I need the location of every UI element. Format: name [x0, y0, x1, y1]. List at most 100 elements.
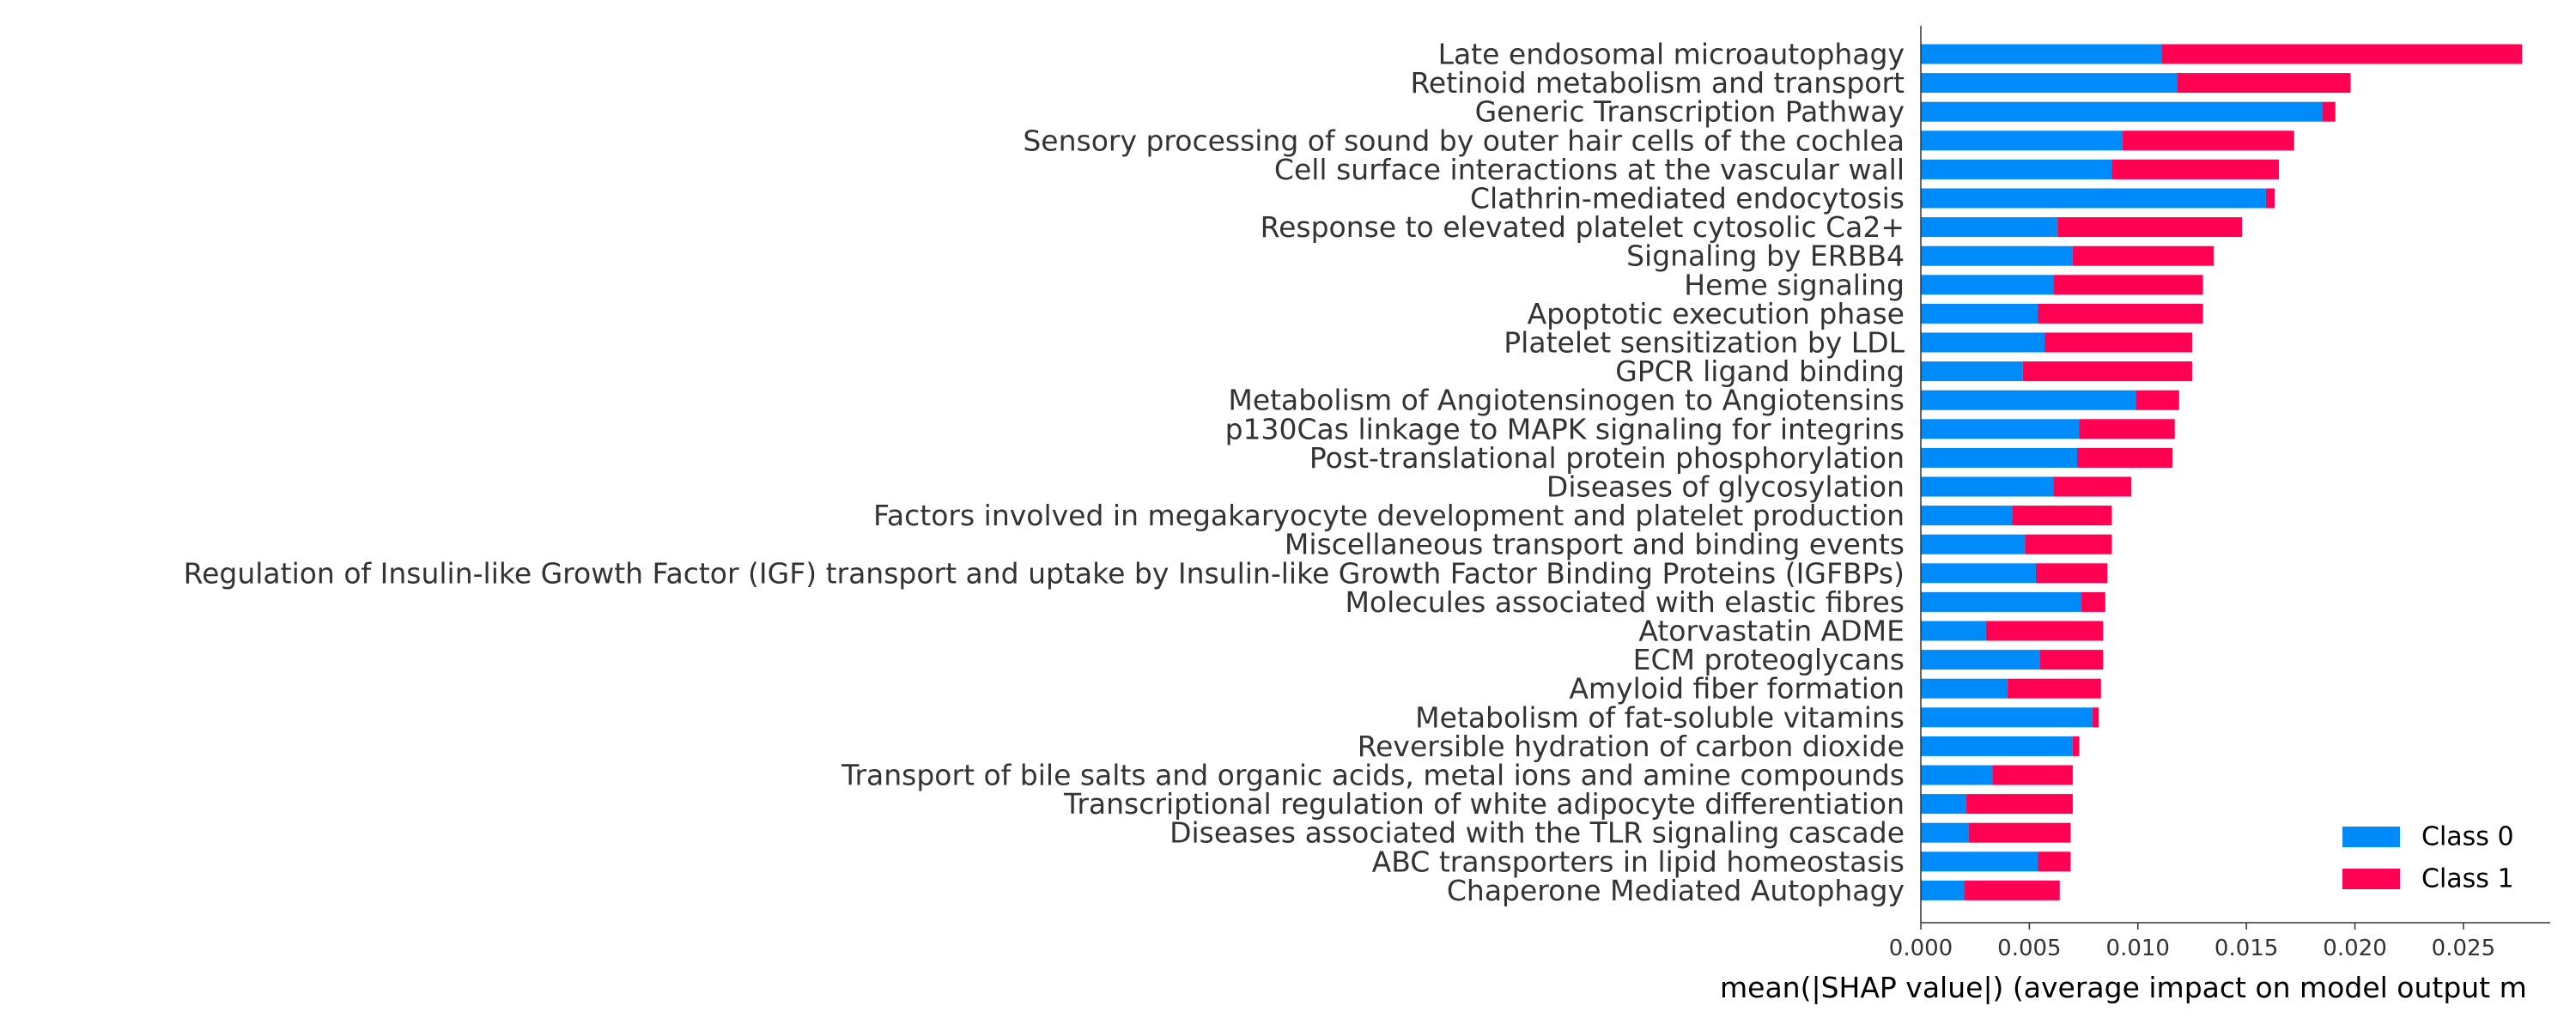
bar-segment-class-0	[1921, 303, 2038, 324]
bar-segment-class-1	[2053, 275, 2203, 295]
bar-segment-class-1	[2012, 506, 2112, 526]
x-tick-label: 0.020	[2323, 936, 2386, 961]
bar-segment-class-0	[1921, 332, 2045, 353]
bar-segment-class-1	[2040, 650, 2104, 670]
category-label: Amyloid fiber formation	[1569, 672, 1905, 706]
category-label: Retinoid metabolism and transport	[1410, 66, 1905, 100]
bar-segment-class-1	[2072, 245, 2215, 266]
bar-segment-class-1	[1992, 765, 2073, 785]
x-tick-label: 0.000	[1889, 936, 1953, 961]
category-label: Platelet sensitization by LDL	[1504, 326, 1905, 360]
category-label: Late endosomal microautophagy	[1438, 38, 1905, 71]
bar-segment-class-1	[2322, 101, 2336, 122]
bar-segment-class-0	[1921, 678, 2008, 699]
x-tick-label: 0.015	[2215, 936, 2278, 961]
bar-segment-class-0	[1921, 419, 2080, 439]
bar-segment-class-1	[2035, 563, 2108, 584]
bar-segment-class-1	[1964, 880, 2060, 900]
x-tick-label: 0.005	[1997, 936, 2061, 961]
bar-segment-class-1	[2022, 361, 2192, 382]
bar-segment-class-1	[2092, 707, 2099, 728]
bar-segment-class-0	[1921, 736, 2073, 756]
legend-label-class-1: Class 1	[2421, 864, 2514, 894]
bar-segment-class-1	[2038, 303, 2203, 324]
category-label: Generic Transcription Pathway	[1475, 95, 1905, 129]
x-axis: 0.000 0.005 0.010 0.015 0.020 0.025	[1889, 922, 2550, 961]
category-label: ABC transporters in lipid homeostasis	[1372, 845, 1905, 878]
category-label: Reversible hydration of carbon dioxide	[1358, 730, 1905, 763]
category-label: Miscellaneous transport and binding even…	[1285, 528, 1905, 561]
bar-segment-class-1	[1985, 621, 2104, 641]
category-label: p130Cas linkage to MAPK signaling for in…	[1225, 412, 1905, 445]
bar-segment-class-0	[1921, 447, 2077, 468]
category-label: Clathrin-mediated endocytosis	[1470, 182, 1905, 215]
category-label: ECM proteoglycans	[1633, 643, 1905, 676]
bar-segment-class-0	[1921, 476, 2054, 497]
bar-segment-class-1	[2161, 44, 2523, 64]
bar-segment-class-1	[2038, 851, 2071, 872]
legend-swatch-class-1	[2342, 869, 2400, 889]
category-label: Response to elevated platelet cytosolic …	[1261, 210, 1905, 244]
x-tick-label: 0.010	[2106, 936, 2170, 961]
bar-segment-class-1	[2057, 217, 2243, 238]
bar-segment-class-0	[1921, 188, 2266, 209]
legend: Class 0 Class 1	[2342, 822, 2514, 894]
bar-segment-class-0	[1921, 880, 1965, 900]
bar-segment-class-0	[1921, 275, 2054, 295]
category-label: Regulation of Insulin-like Growth Factor…	[184, 556, 1905, 590]
category-label: Chaperone Mediated Autophagy	[1447, 874, 1905, 907]
bar-segment-class-0	[1921, 73, 2178, 94]
category-label: Signaling by ERBB4	[1626, 239, 1905, 273]
category-label: Factors involved in megakaryocyte develo…	[873, 499, 1905, 532]
bar-segment-class-1	[2079, 419, 2175, 439]
bar-segment-class-1	[2072, 736, 2080, 756]
category-label: Metabolism of Angiotensinogen to Angiote…	[1228, 384, 1905, 417]
bar-segment-class-0	[1921, 822, 1969, 843]
bar-segment-class-0	[1921, 707, 2093, 728]
bar-segment-class-1	[2076, 447, 2173, 468]
bar-segment-class-0	[1921, 794, 1967, 815]
category-label: Diseases associated with the TLR signali…	[1170, 816, 1905, 850]
category-label: Atorvastatin ADME	[1638, 615, 1905, 648]
bar-segment-class-1	[2025, 534, 2112, 554]
category-label: Apoptotic execution phase	[1528, 297, 1905, 330]
legend-label-class-0: Class 0	[2421, 822, 2514, 852]
category-label: Sensory processing of sound by outer hai…	[1023, 124, 1905, 157]
bar-segment-class-1	[2053, 476, 2132, 497]
category-label: Cell surface interactions at the vascula…	[1274, 153, 1905, 186]
category-label: Heme signaling	[1684, 268, 1905, 301]
category-label: Metabolism of fat-soluble vitamins	[1415, 700, 1905, 734]
bar-segment-class-1	[2136, 390, 2179, 410]
bar-segment-class-0	[1921, 506, 2013, 526]
bar-segment-class-0	[1921, 101, 2323, 122]
bar-segment-class-1	[2123, 130, 2294, 151]
bar-segment-class-1	[2044, 332, 2192, 353]
bar-segment-class-0	[1921, 130, 2123, 151]
bars-layer	[1921, 44, 2523, 900]
legend-swatch-class-0	[2342, 827, 2400, 847]
category-label: Diseases of glycosylation	[1546, 470, 1905, 504]
bar-segment-class-1	[2265, 188, 2275, 209]
bar-segment-class-1	[2081, 591, 2105, 612]
bar-segment-class-1	[1968, 822, 2071, 843]
bar-segment-class-0	[1921, 851, 2038, 872]
bar-segment-class-0	[1921, 44, 2162, 64]
bar-segment-class-0	[1921, 621, 1986, 641]
bar-segment-class-0	[1921, 159, 2112, 179]
x-axis-title: mean(|SHAP value|) (average impact on mo…	[1720, 971, 2527, 1004]
bar-segment-class-0	[1921, 650, 2041, 670]
bar-segment-class-0	[1921, 217, 2058, 238]
bar-segment-class-0	[1921, 591, 2082, 612]
bar-segment-class-0	[1921, 563, 2036, 584]
bar-segment-class-1	[2177, 73, 2351, 94]
bar-segment-class-0	[1921, 245, 2073, 266]
bar-segment-class-0	[1921, 534, 2026, 554]
category-label: Transcriptional regulation of white adip…	[1063, 787, 1905, 821]
bar-segment-class-0	[1921, 390, 2136, 410]
category-label: Post-translational protein phosphorylati…	[1309, 441, 1905, 475]
bar-segment-class-1	[2008, 678, 2101, 699]
x-tick-label: 0.025	[2432, 936, 2495, 961]
bar-segment-class-0	[1921, 765, 1993, 785]
